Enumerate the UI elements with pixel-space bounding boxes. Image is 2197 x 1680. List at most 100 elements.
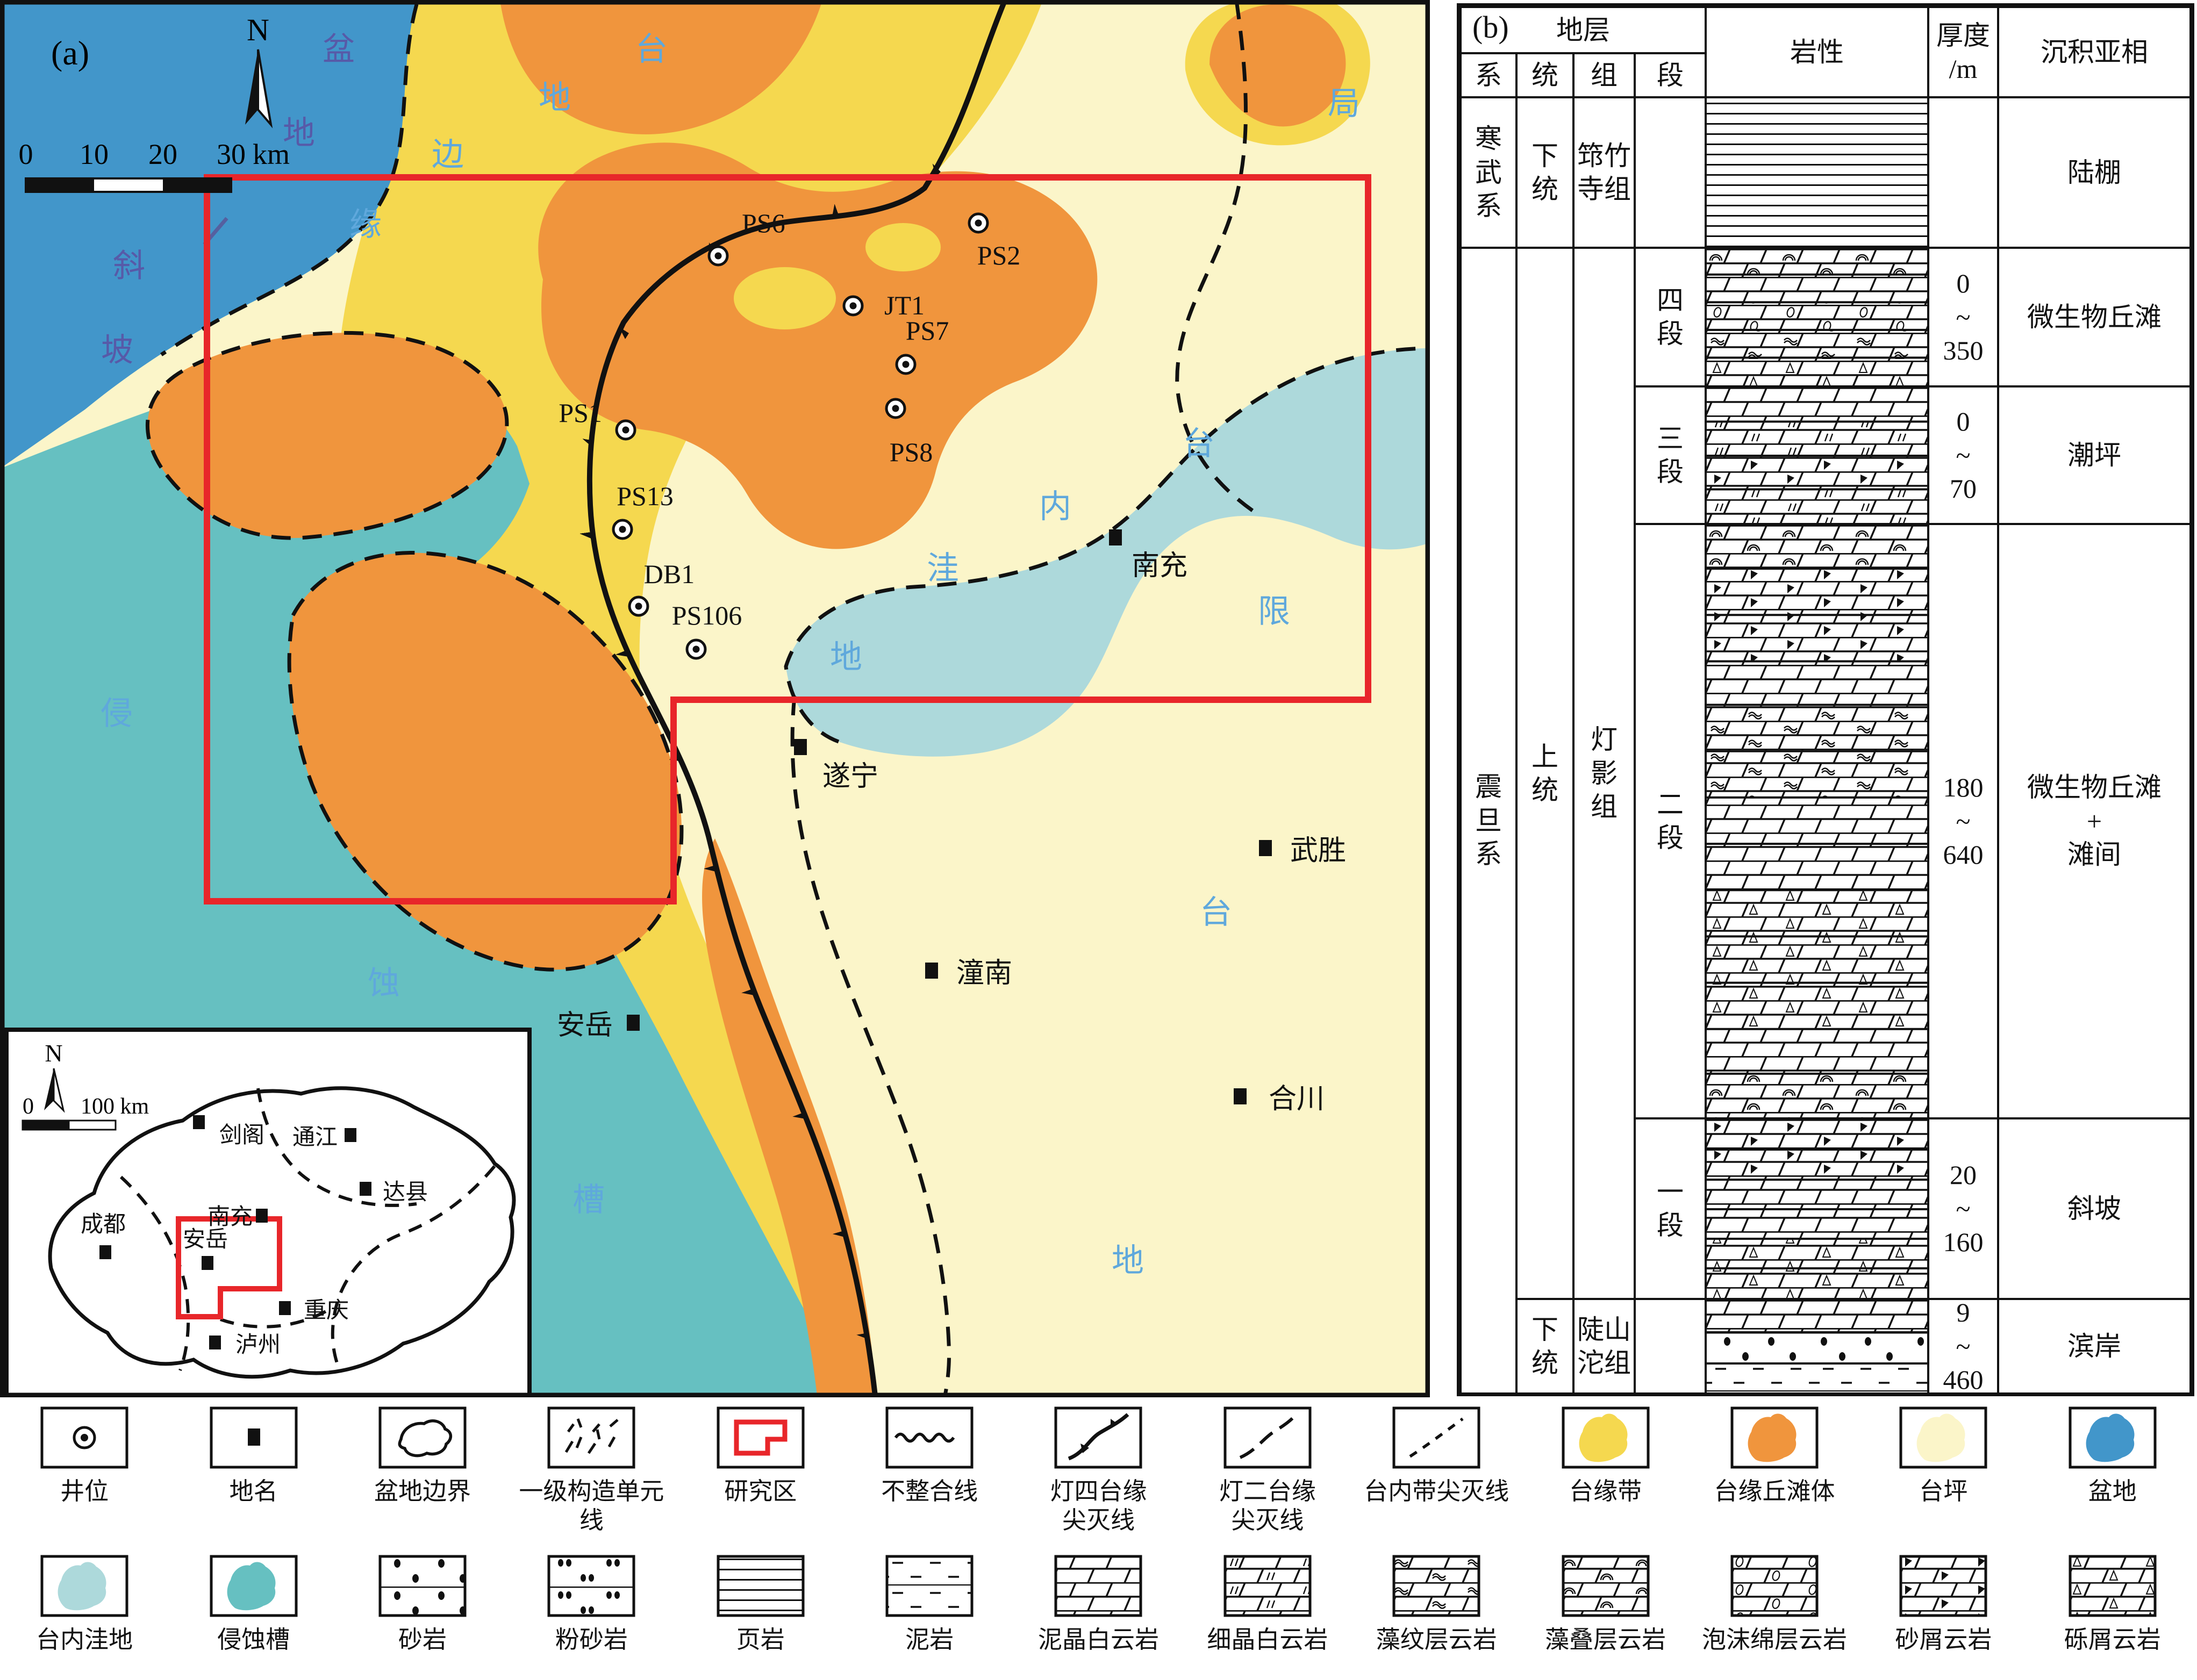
region-label: 地 — [830, 640, 862, 675]
cell-doushantuo: 陡山 沱组 — [1575, 1300, 1634, 1392]
inset-city-marker — [209, 1336, 221, 1349]
city-marker — [627, 1015, 640, 1031]
header-duan: 段 — [1636, 54, 1705, 96]
well-marker — [615, 419, 636, 441]
legend-item: 台缘丘滩体 — [1690, 1406, 1859, 1535]
structural-line-icon — [547, 1406, 635, 1469]
legend-item: 侵蚀槽 — [169, 1554, 338, 1654]
region-label: 限 — [1258, 594, 1290, 629]
scale-tick: 10 — [80, 138, 109, 170]
panel-a-label: (a) — [51, 34, 89, 72]
scale-unit: km — [253, 138, 290, 170]
scale-bar — [25, 177, 232, 193]
mud-icon — [885, 1555, 974, 1617]
well-label: PS6 — [742, 208, 785, 238]
cell-facies: 潮坪 — [1999, 387, 2189, 523]
scale-tick: 30 — [217, 138, 246, 170]
brick-wave-icon — [1392, 1555, 1480, 1617]
unconformity-icon — [885, 1406, 974, 1469]
legend-label: 台坪 — [1919, 1478, 1968, 1505]
blob-lagoon-icon — [40, 1555, 128, 1617]
well-label: PS13 — [617, 481, 674, 511]
legend-label: 台缘带 — [1569, 1478, 1642, 1505]
facies-map-svg: 盆地斜坡台地边缘侵蚀槽台内洼地局限台地PS6PS2JT1PS7PS8PS1PS1… — [0, 0, 1430, 1398]
inset-city-label: 成都 — [81, 1212, 126, 1237]
well-marker — [685, 638, 707, 660]
cell-member-4: 四段 — [1636, 249, 1705, 385]
cell-thickness: 0 ~350 — [1929, 249, 1997, 385]
inset-city-label: 通江 — [292, 1125, 338, 1150]
well-marker — [842, 295, 864, 317]
legend-item: 藻叠层云岩 — [1521, 1554, 1690, 1654]
region-label: 盆 — [323, 32, 355, 67]
legend-item: 灯四台缘 尖灭线 — [1014, 1406, 1183, 1535]
legend-item: 一级构造单元线 — [507, 1406, 676, 1535]
city-marker — [925, 963, 938, 979]
well-label: PS8 — [890, 437, 933, 467]
ne-pinchout-dashed-line — [1175, 0, 1254, 512]
inset-city-marker — [345, 1128, 356, 1142]
cell-lithology — [1707, 98, 1927, 247]
city-label: 武胜 — [1290, 836, 1346, 866]
cell-facies: 陆棚 — [1999, 98, 2189, 247]
inset-city-marker — [360, 1182, 371, 1196]
cell-facies: 微生物丘滩 + 滩间 — [1999, 525, 2189, 1117]
header-thickness: 厚度/m — [1929, 8, 1997, 96]
north-label: N — [247, 12, 269, 47]
strat-column-panel: (b) 地层系统组段岩性 厚度/m 沉积亚相寒武系下统筇竹 寺组震旦系上统灯影组四段三… — [1457, 3, 2194, 1396]
brick-flag-icon — [1899, 1555, 1987, 1617]
inset-city-marker — [193, 1115, 205, 1129]
lithology-column — [1707, 1300, 1927, 1392]
dsy4-pinchout-icon — [1054, 1406, 1142, 1469]
legend-label: 研究区 — [724, 1478, 797, 1505]
legend-item: 台内洼地 — [0, 1554, 169, 1654]
cell-dengying: 灯影组 — [1575, 249, 1634, 1298]
well-label: DB1 — [644, 559, 695, 589]
legend-label: 灯二台缘 尖灭线 — [1219, 1478, 1316, 1534]
cell-upper-series: 上统 — [1518, 249, 1572, 1298]
intra-pinchout-icon — [1392, 1406, 1480, 1469]
well-label: JT1 — [884, 290, 925, 320]
blob-orange-icon — [1730, 1406, 1819, 1469]
legend-item: 泥岩 — [845, 1554, 1014, 1654]
inset-division-dashed — [331, 1165, 496, 1369]
legend-item: 井位 — [0, 1406, 169, 1535]
basin-edge-dashed-line — [160, 4, 419, 356]
city-marker — [794, 739, 807, 755]
region-label: 地 — [1112, 1243, 1144, 1279]
legend-item: 藻纹层云岩 — [1352, 1554, 1521, 1654]
legend-label: 台内带尖灭线 — [1364, 1478, 1509, 1505]
region-label: 台 — [635, 32, 668, 67]
brick-bubble-icon — [1730, 1555, 1819, 1617]
region-label: 内 — [1039, 489, 1071, 525]
inset-city-label: 安岳 — [183, 1227, 228, 1252]
legend-item: 不整合线 — [845, 1406, 1014, 1535]
region-label: 局 — [1328, 86, 1360, 121]
cell-member-1: 一段 — [1636, 1119, 1705, 1298]
lithology-column — [1707, 525, 1927, 1117]
yellow-island — [865, 223, 941, 271]
brick-tri-icon — [2069, 1555, 2157, 1617]
cell-lithology — [1707, 387, 1927, 523]
map-border — [0, 0, 1430, 1398]
legend-item: 地名 — [169, 1406, 338, 1535]
cell-lithology — [1707, 1119, 1927, 1298]
inset-north-label: N — [45, 1039, 62, 1067]
cell-facies: 微生物丘滩 — [1999, 249, 2189, 385]
scale-tick: 20 — [148, 138, 177, 170]
legend-label: 灯四台缘 尖灭线 — [1050, 1478, 1147, 1534]
legend-label: 藻叠层云岩 — [1545, 1626, 1666, 1653]
lithology-column — [1707, 98, 1927, 247]
inset-city-marker — [99, 1245, 111, 1259]
header-tong: 统 — [1518, 54, 1572, 96]
region-label: 坡 — [101, 333, 133, 368]
header-xi: 系 — [1462, 54, 1515, 96]
cell-thickness: 0 ~70 — [1929, 387, 1997, 523]
cell-lithology — [1707, 1300, 1927, 1392]
blob-teal-icon — [210, 1555, 298, 1617]
scale-tick: 0 — [19, 138, 33, 170]
legend-item: 台缘带 — [1521, 1406, 1690, 1535]
legend-label: 砂屑云岩 — [1895, 1626, 1992, 1653]
strat-cell — [1636, 98, 1705, 247]
